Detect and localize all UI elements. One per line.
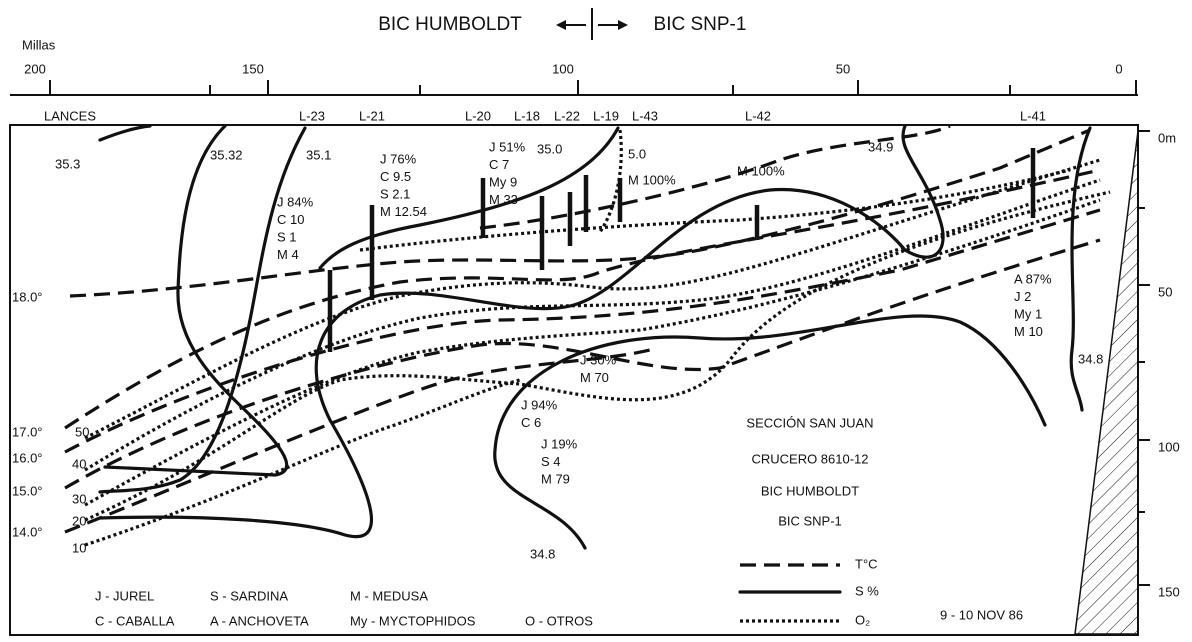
salinity-isolines (98, 124, 1092, 550)
catch-annotation: M 100% (737, 163, 785, 178)
depth-tick-label: 0m (1158, 130, 1176, 145)
salinity-label: 35.1 (306, 147, 331, 162)
catch-annotation: C 7 (489, 157, 509, 172)
species-key: A - ANCHOVETA (210, 613, 309, 628)
catch-annotation: S 2.1 (380, 186, 410, 201)
species-key: J - JUREL (95, 588, 154, 603)
catch-annotation: C 10 (277, 212, 304, 227)
catch-annotation: My 1 (1014, 306, 1042, 321)
oxygen-isolines (84, 129, 1111, 547)
salinity-label: 34.9 (868, 139, 893, 154)
catch-annotation: J 94% (521, 397, 558, 412)
station-bars (327, 148, 1036, 352)
depth-tick-label: 50 (1158, 284, 1172, 299)
section-info: BIC HUMBOLDT (761, 483, 859, 498)
catch-annotation: A 87% (1014, 271, 1052, 286)
distance-tick-label: 200 (24, 61, 46, 76)
species-key: O - OTROS (525, 613, 593, 628)
station-label: L-43 (632, 108, 658, 123)
survey-date: 9 - 10 NOV 86 (940, 607, 1023, 622)
catch-annotation: J 51% (489, 139, 526, 154)
station-label: L-18 (514, 108, 540, 123)
salinity-label: 35.3 (55, 156, 80, 171)
station-label: L-22 (554, 108, 580, 123)
catch-annotation: J 2 (1014, 289, 1031, 304)
temperature-label: 17.0° (12, 424, 43, 439)
salinity-label: 35.32 (210, 147, 243, 162)
temperature-isolines (64, 124, 1101, 534)
species-key: C - CABALLA (95, 613, 175, 628)
station-label: L-19 (593, 108, 619, 123)
station-label: L-21 (359, 108, 385, 123)
seafloor (1074, 130, 1139, 635)
catch-annotation: J 19% (541, 436, 578, 451)
catch-annotation: M 10 (1014, 324, 1043, 339)
distance-tick-label: 100 (552, 61, 574, 76)
section-frame (9, 124, 1139, 636)
species-key: M - MEDUSA (350, 588, 428, 603)
temperature-label: 18.0° (12, 289, 43, 304)
legend-label: T°C (855, 556, 878, 571)
salinity-label: 34.8 (1078, 351, 1103, 366)
oxygen-label: 10 (72, 540, 86, 555)
temperature-label: 15.0° (12, 483, 43, 498)
station-label: L-20 (465, 108, 491, 123)
station-label: L-23 (299, 108, 325, 123)
catch-annotation: J 30% (580, 352, 617, 367)
temperature-label: 14.0° (12, 524, 43, 539)
section-info: BIC SNP-1 (778, 513, 842, 528)
oxygen-label: 40 (72, 456, 86, 471)
station-label: L-41 (1020, 108, 1046, 123)
distance-tick-label: 150 (242, 61, 264, 76)
catch-annotation: My 9 (489, 174, 517, 189)
catch-annotation: M 4 (277, 247, 299, 262)
legend-samples (738, 563, 842, 623)
species-key: My - MYCTOPHIDOS (350, 613, 476, 628)
catch-annotation: M 33 (489, 192, 518, 207)
catch-annotation: C 9.5 (380, 169, 411, 184)
species-key: S - SARDINA (210, 588, 288, 603)
catch-annotation: J 84% (277, 194, 314, 209)
depth-tick-label: 100 (1158, 439, 1180, 454)
depth-tick-label: 150 (1158, 584, 1180, 599)
temperature-label: 16.0° (12, 450, 43, 465)
direction-arrows (556, 8, 628, 40)
oxygen-label: 20 (72, 513, 86, 528)
catch-annotation: S 1 (277, 229, 297, 244)
oxygen-label: 30 (72, 491, 86, 506)
catch-annotation: S 4 (541, 454, 561, 469)
distance-axis (10, 80, 1138, 96)
legend-label: S % (855, 583, 879, 598)
oxygen-label: 5.0 (628, 146, 646, 161)
depth-axis (1138, 130, 1150, 586)
catch-annotation: M 70 (580, 370, 609, 385)
catch-annotation: C 6 (521, 415, 541, 430)
stations-label: LANCES (44, 108, 96, 123)
salinity-label: 35.0 (537, 141, 562, 156)
catch-annotation: J 76% (380, 151, 417, 166)
section-info: SECCIÓN SAN JUAN (746, 415, 873, 430)
catch-annotation: M 79 (541, 471, 570, 486)
distance-tick-label: 0 (1115, 61, 1122, 76)
header-right: BIC SNP-1 (654, 14, 747, 35)
catch-annotation: M 100% (628, 172, 676, 187)
section-info: CRUCERO 8610-12 (751, 451, 868, 466)
oxygen-label: 50 (75, 424, 89, 439)
distance-tick-label: 50 (836, 61, 850, 76)
distance-unit: Millas (22, 37, 56, 52)
catch-annotation: M 12.54 (380, 204, 427, 219)
header-left: BIC HUMBOLDT (378, 14, 522, 35)
salinity-label: 34.8 (530, 546, 555, 561)
station-label: L-42 (745, 108, 771, 123)
legend-label: O₂ (855, 612, 870, 627)
